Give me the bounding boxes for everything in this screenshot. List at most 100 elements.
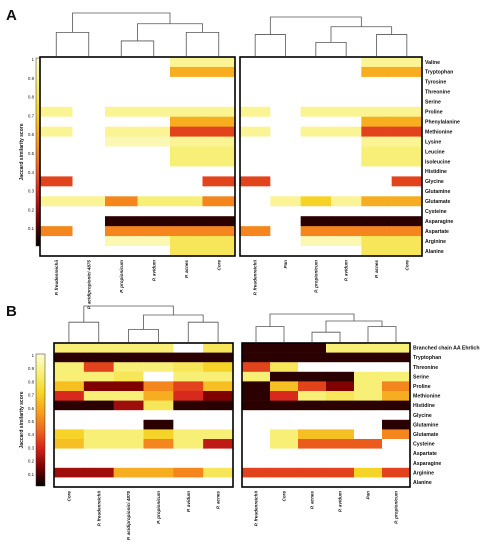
heatmap-cell (382, 362, 411, 373)
heatmap-cell (326, 381, 355, 392)
heatmap-cell (391, 166, 423, 177)
scale-tick-label: 0.5 (28, 151, 35, 156)
heatmap-cell (173, 343, 204, 353)
heatmap-cell (354, 410, 383, 421)
scale-tick-label: 0.2 (28, 207, 35, 212)
heatmap-cell (391, 126, 423, 137)
heatmap-cell (242, 477, 271, 488)
heatmap-cell (170, 76, 203, 88)
column-label: P. acidipropionici 4875 (126, 491, 131, 541)
heatmap-cell (331, 156, 362, 167)
heatmap-cell (113, 381, 144, 392)
heatmap-cell (143, 410, 174, 421)
heatmap-cell (54, 439, 85, 449)
heatmap-cell (137, 216, 171, 227)
heatmap-cell (173, 352, 204, 363)
row-label: Cysteine (413, 442, 435, 448)
heatmap-cell (270, 106, 301, 117)
heatmap-cell (326, 458, 355, 469)
row-label: Threonine (425, 90, 450, 96)
heatmap-cell (242, 362, 271, 373)
heatmap-cell (270, 236, 301, 247)
scale-tick-label: 0.3 (28, 189, 35, 194)
dendrogram-branch (128, 329, 159, 342)
heatmap-cell (202, 126, 236, 137)
column-label: P. freudenreichii (54, 259, 59, 295)
heatmap-cell (361, 106, 392, 117)
heatmap-cell (72, 116, 106, 127)
heatmap-cell (240, 196, 271, 207)
dendrogram-branch (83, 305, 174, 323)
heatmap-cell (203, 458, 234, 469)
heatmap-cell (170, 126, 203, 137)
heatmap-cell (361, 116, 392, 127)
heatmap-cell (242, 352, 271, 363)
heatmap-cell (202, 216, 236, 227)
column-label: P. avidum (186, 491, 191, 512)
heatmap-cell (170, 246, 203, 257)
heatmap-cell (270, 216, 301, 227)
heatmap-cell (242, 439, 271, 449)
heatmap-cell (298, 419, 327, 430)
heatmap-cell (326, 362, 355, 373)
heatmap-cell (391, 176, 423, 187)
heatmap-cell (72, 226, 106, 237)
heatmap-cell (354, 477, 383, 488)
scale-tick-label: 1 (32, 353, 35, 358)
heatmap-cell (270, 126, 301, 137)
heatmap-cell (240, 216, 271, 227)
row-label: Phenylalanine (425, 119, 460, 125)
heatmap-cell (202, 76, 236, 88)
heatmap-cell (361, 206, 392, 217)
heatmap-cell (105, 96, 138, 108)
row-label: Isoleucine (425, 159, 450, 165)
heatmap-cell (331, 86, 362, 98)
heatmap-cell (83, 381, 114, 392)
heatmap-cell (203, 467, 234, 478)
dendrogram-branch (120, 40, 155, 56)
heatmap-cell (143, 429, 174, 440)
heatmap-cell (105, 156, 138, 167)
heatmap-cell (298, 352, 327, 363)
heatmap-cell (242, 381, 271, 392)
row-label: Histidine (425, 169, 447, 175)
heatmap-cell (361, 166, 392, 177)
heatmap-cell (326, 400, 355, 411)
dendrogram-branch (311, 331, 341, 342)
heatmap-cell (202, 186, 236, 197)
heatmap-cell (391, 96, 423, 108)
heatmap-cell (202, 246, 236, 257)
heatmap-cell (382, 477, 411, 488)
heatmap-cell (361, 146, 392, 157)
heatmap-cell (361, 196, 392, 207)
heatmap-cell (105, 136, 138, 147)
heatmap-cell (382, 343, 411, 353)
heatmap-cell (72, 186, 106, 197)
heatmap-cell (40, 236, 73, 247)
heatmap-cell (105, 106, 138, 117)
heatmap-cell (113, 391, 144, 401)
heatmap-cell (331, 236, 362, 247)
heatmap-cell (203, 448, 234, 459)
heatmap-cell (113, 439, 144, 449)
heatmap-cell (242, 343, 271, 353)
heatmap-cell (298, 477, 327, 488)
heatmap-cell (40, 57, 73, 68)
heatmap-cell (240, 106, 271, 117)
heatmap-cell (240, 176, 271, 187)
row-label: Arginine (425, 239, 446, 245)
heatmap-cell (391, 196, 423, 207)
scale-tick-label: 0.4 (28, 432, 35, 437)
heatmap-cell (270, 400, 299, 411)
heatmap-cell (202, 96, 236, 108)
heatmap-cell (270, 352, 299, 363)
heatmap-cell (242, 410, 271, 421)
heatmap-cell (298, 371, 327, 382)
heatmap-cell (83, 400, 114, 411)
column-label: P. freudenreichii (253, 259, 258, 295)
column-label: P. acnes (310, 491, 315, 509)
column-label: P. avidum (338, 491, 343, 512)
heatmap-cell (298, 343, 327, 353)
heatmap-cell (361, 246, 392, 257)
heatmap-cell (240, 96, 271, 108)
